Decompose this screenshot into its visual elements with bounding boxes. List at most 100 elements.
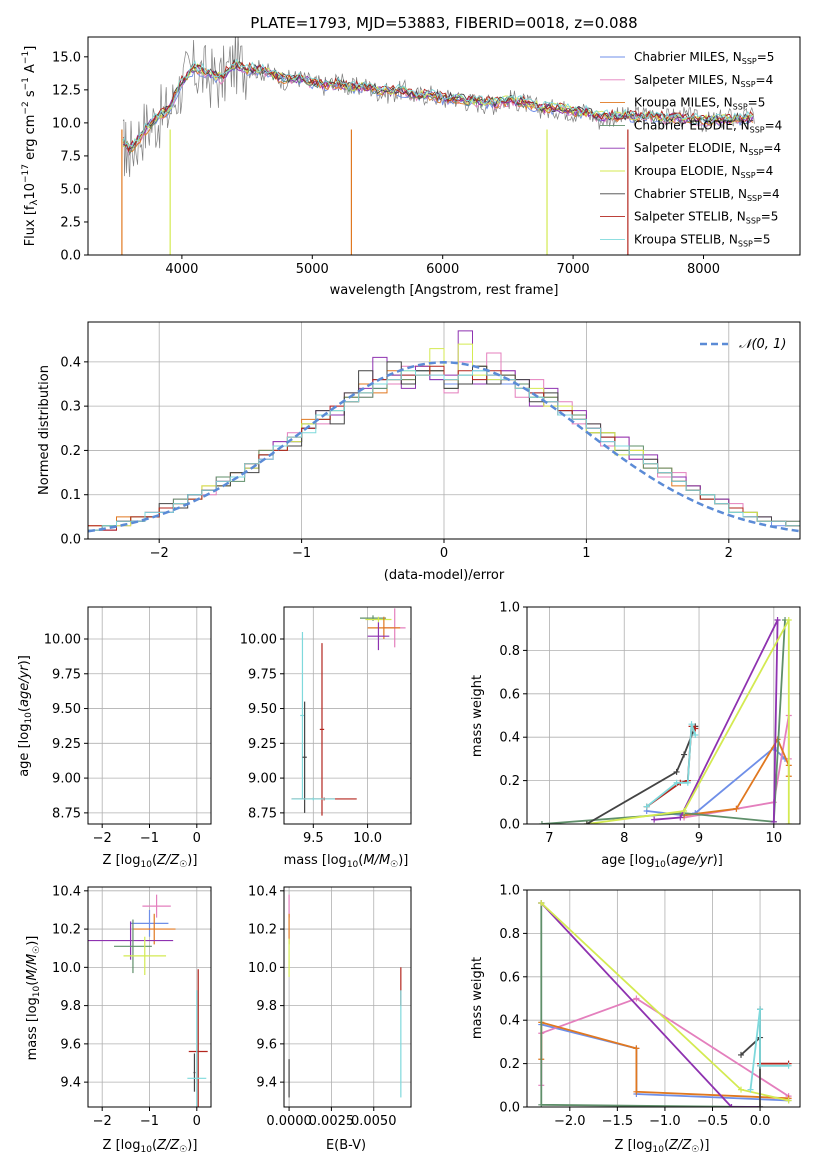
weight-point-marker [757,1006,764,1013]
y-tick-label: 0.0 [499,818,520,833]
weight-point-marker [681,807,688,814]
legend-label: Chabrier MILES, NSSP=5 [634,50,774,66]
y-tick-label: 9.8 [256,999,277,1014]
weight-point-marker [651,816,658,823]
y-tick-label: 12.5 [52,83,81,98]
y-tick-label: 9.25 [52,737,81,752]
spectrum-plot-area [121,37,755,255]
x-tick-label: 0.0 [750,1114,771,1129]
x-tick-label: −2 [93,831,112,846]
y-tick-label: 9.00 [248,772,277,787]
age-mass-panel: 9.5 10.0 8.75 9.00 9.25 9.50 9.75 10.00 mass [l… [240,606,412,870]
y-tick-label: 0.2 [499,774,520,789]
y-tick-label: 10.2 [248,923,277,938]
weight-point-marker [757,1104,764,1107]
weight-point-marker [673,768,680,775]
legend-label: Salpeter STELIB, NSSP=5 [634,210,778,226]
spectrum-frame [87,36,801,256]
y-tick-label: 0.4 [499,1014,520,1029]
x-tick-label: 10.0 [353,831,382,846]
weight-point-marker [673,779,680,786]
mass-ebv-xlabel: E(B-V) [326,1138,366,1153]
weight-series-line [540,902,760,1107]
weight-point-marker [738,1051,745,1058]
weight-z-panel: −2.0 −1.5 −1.0 −0.5 0.0 0.0 0.2 0.4 0.6 0.8 1.0 Z … [470,884,801,1155]
y-tick-label: 0.3 [60,400,81,415]
mass-z-ylabel: mass [log10(M/M☉)] [25,936,42,1061]
weight-series-line [541,619,786,824]
y-tick-label: 10.2 [52,923,81,938]
mass-z-xlabel: Z [log10(Z/Z☉)] [103,1138,198,1155]
x-tick-label: 6000 [426,262,459,277]
y-tick-label: 9.25 [248,737,277,752]
weight-age-panel: 7 8 9 10 0.0 0.2 0.4 0.6 0.8 1.0 age [log10(age/y… [470,601,801,870]
mass-ebv-panel: 0.00000.00250.00509.49.69.810.010.210.4 … [248,884,412,1153]
y-tick-label: 0.8 [499,644,520,659]
x-tick-label: 0.0025 [309,1114,355,1129]
weight-point-marker [785,1097,792,1104]
x-tick-label: −2.0 [554,1114,586,1129]
weight-point-marker [583,821,590,824]
legend-label: Kroupa ELODIE, NSSP=4 [634,164,773,180]
weight-point-marker [785,617,792,624]
spectrum-lines [121,37,755,255]
y-tick-label: 2.5 [60,215,81,230]
error-bar-points [88,894,208,1107]
mass-z-panel: −2 −1 0 9.4 9.6 9.8 10.0 10.2 10.4 Z [log10(Z/Z☉… [25,884,212,1155]
weight-point-marker [633,1045,640,1052]
x-tick-label: −2 [150,546,169,561]
y-tick-label: 1.0 [499,601,520,616]
y-tick-label: 8.75 [248,806,277,821]
spectrum-xlabel: wavelength [Angstrom, rest frame] [330,283,559,298]
y-tick-label: 10.0 [248,961,277,976]
age-mass-xlabel: mass [log10(M/M☉)] [284,853,409,870]
y-tick-label: 0.2 [60,444,81,459]
age-z-ylabel: age [log10(age/yr)] [17,655,34,777]
x-tick-label: −1.0 [649,1114,681,1129]
x-tick-label: 2 [725,546,733,561]
weight-point-marker [538,821,545,824]
weight-lines [538,617,792,824]
y-tick-label: 9.75 [52,667,81,682]
error-bar-points [288,894,402,1098]
legend-label: Salpeter ELODIE, NSSP=4 [634,141,781,157]
weight-point-marker [785,1062,792,1069]
weight-point-marker [757,1062,764,1069]
residual-legend: 𝒩(0, 1) [700,337,786,352]
y-tick-label: 1.0 [499,884,520,899]
weight-series-line [654,619,779,822]
error-bar-points [291,608,406,816]
x-tick-label: 0 [193,831,201,846]
legend-normal-label: 𝒩(0, 1) [739,337,786,352]
x-tick-label: −1.5 [602,1114,634,1129]
y-tick-label: 15.0 [52,50,81,65]
y-tick-label: 0.6 [499,687,520,702]
y-tick-label: 10.0 [52,961,81,976]
histogram-lines [88,330,800,539]
spectrum-panel: PLATE=1793, MJD=53883, FIBERID=0018, z=0… [21,14,801,298]
weight-point-marker [688,721,695,728]
legend-label: Chabrier STELIB, NSSP=4 [634,187,780,203]
y-tick-label: 7.5 [60,149,81,164]
weight-point-marker [747,1086,754,1093]
spectrum-ylabel: Flux [fλ10−17 erg cm−2 s−1 A−1] [21,46,40,247]
weight-point-marker [633,1088,640,1095]
x-tick-label: 9 [695,831,703,846]
y-tick-label: 0.0 [60,249,81,264]
y-tick-label: 9.6 [256,1037,277,1052]
y-tick-label: 8.75 [52,806,81,821]
weight-point-marker [733,805,740,812]
y-tick-label: 9.8 [60,999,81,1014]
x-tick-label: 7 [545,831,553,846]
x-tick-label: 0 [193,1114,201,1129]
x-tick-label: 0 [440,546,448,561]
y-tick-label: 10.4 [52,884,81,899]
weight-series-line [586,619,790,824]
x-tick-label: 5000 [296,262,329,277]
weight-age-xlabel: age [log10(age/yr)] [601,853,723,870]
x-tick-label: 0.0050 [351,1114,397,1129]
weight-point-marker [728,1104,735,1107]
y-tick-label: 9.75 [248,667,277,682]
residual-xlabel: (data-model)/error [384,568,505,583]
